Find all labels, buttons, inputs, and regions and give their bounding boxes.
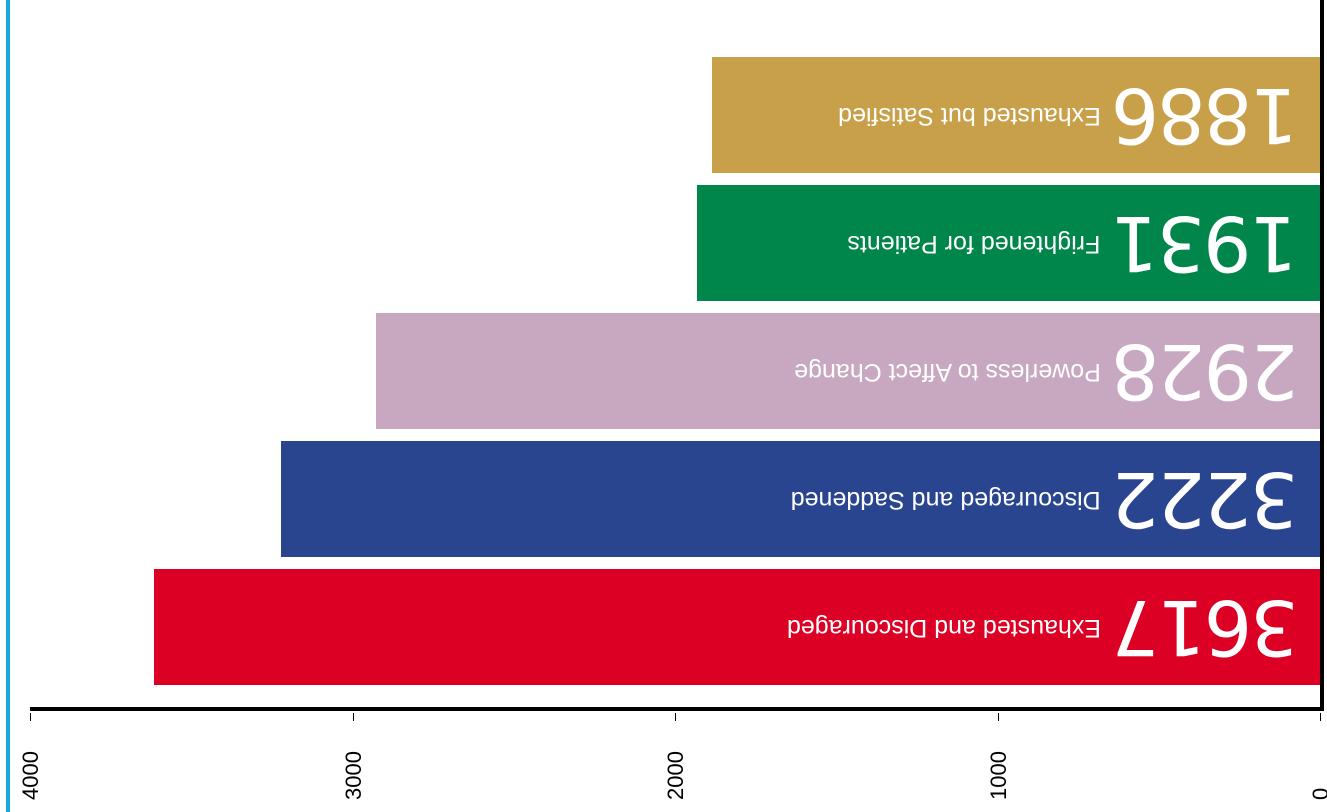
x-tick	[352, 713, 354, 721]
bar: 1931 Frightened for Patients	[697, 185, 1320, 301]
value-label: 2928	[1112, 327, 1298, 416]
value-label: 3222	[1112, 455, 1298, 544]
x-tick-label: 4000	[18, 751, 43, 800]
value-label: 3617	[1112, 583, 1298, 672]
x-tick-label: 3000	[340, 751, 366, 800]
value-label: 1931	[1112, 199, 1298, 288]
bar-label-group: 3617 Exhausted and Discouraged	[154, 569, 1320, 685]
x-tick-label: 0	[1308, 788, 1327, 800]
x-tick	[997, 713, 999, 721]
bar: 3222 Discouraged and Saddened	[280, 441, 1320, 557]
x-tick-label: 2000	[663, 751, 688, 800]
category-label: Exhausted and Discouraged	[786, 613, 1101, 642]
x-tick	[1320, 713, 1321, 721]
x-axis-line	[30, 707, 1323, 711]
y-axis-line	[1320, 0, 1324, 711]
bar-label-group: 3222 Discouraged and Saddened	[281, 441, 1320, 557]
bar-label-group: 1931 Frightened for Patients	[697, 185, 1320, 301]
bar: 2928 Powerless to Affect Change	[375, 313, 1320, 429]
bar-label-group: 1886 Exhausted but Satisfied	[712, 57, 1320, 173]
category-label: Frightened for Patients	[847, 229, 1101, 258]
x-tick	[30, 713, 31, 721]
category-label: Powerless to Affect Change	[793, 357, 1101, 386]
x-tick-label: 1000	[985, 751, 1011, 800]
left-border	[6, 0, 10, 812]
x-tick	[675, 713, 676, 721]
value-label: 1886	[1112, 71, 1298, 160]
bar-label-group: 2928 Powerless to Affect Change	[376, 313, 1320, 429]
bar: 3617 Exhausted and Discouraged	[153, 569, 1320, 685]
category-label: Exhausted but Satisfied	[837, 101, 1101, 130]
bar: 1886 Exhausted but Satisfied	[711, 57, 1320, 173]
category-label: Discouraged and Saddened	[790, 485, 1101, 514]
